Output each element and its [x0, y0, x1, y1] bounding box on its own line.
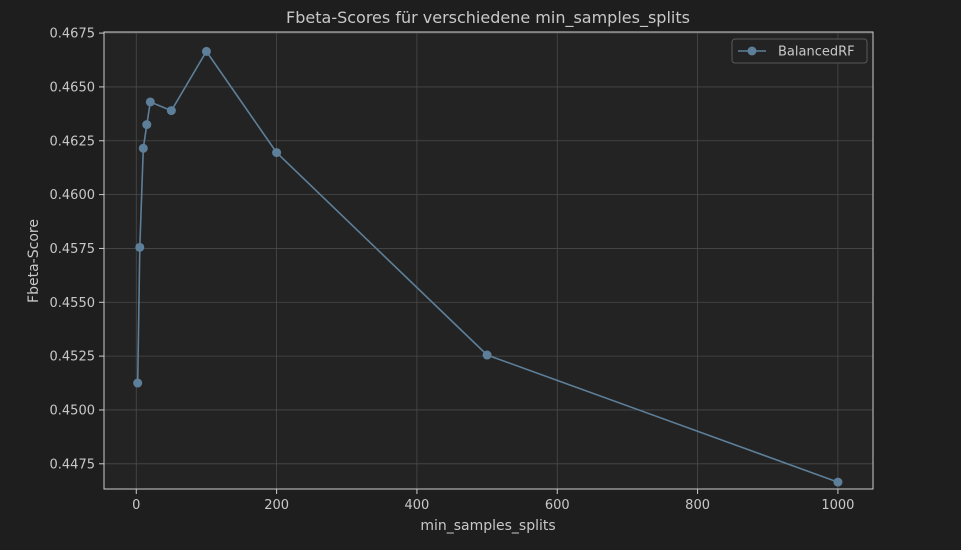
y-tick-label: 0.4650	[50, 80, 96, 95]
x-tick-label: 800	[685, 498, 710, 513]
plot-frame	[103, 31, 874, 490]
data-point	[135, 242, 145, 252]
y-tick-label: 0.4550	[50, 296, 96, 311]
data-point	[833, 477, 843, 487]
x-tick-label: 1000	[821, 498, 854, 513]
data-point	[133, 378, 143, 388]
y-tick-label: 0.4675	[50, 27, 96, 42]
data-point	[142, 120, 152, 130]
chart-title: Fbeta-Scores für verschiedene min_sample…	[286, 8, 690, 28]
x-tick-label: 400	[405, 498, 430, 513]
legend-marker	[747, 46, 757, 56]
y-axis-label: Fbeta-Score	[26, 219, 42, 303]
x-tick-label: 600	[545, 498, 570, 513]
data-point	[482, 350, 492, 360]
series-line-balancedrf	[136, 49, 839, 483]
data-point	[145, 97, 155, 107]
x-tick-label: 200	[264, 498, 289, 513]
x-tick-label: 0	[132, 498, 140, 513]
y-tick-label: 0.4500	[50, 403, 96, 418]
data-point	[201, 46, 211, 56]
y-tick-label: 0.4600	[50, 188, 96, 203]
plot-background	[104, 32, 873, 489]
plot-area: 0 200 400 600 800 1000 0.4475 0.4500 0.4525 0.455…	[50, 27, 874, 513]
legend-label: BalancedRF	[778, 45, 855, 60]
y-tick-label: 0.4475	[50, 457, 96, 472]
y-tick-label: 0.4625	[50, 134, 96, 149]
legend-box	[731, 38, 868, 64]
y-tick-label: 0.4525	[50, 350, 96, 365]
data-point	[272, 148, 282, 158]
data-point	[166, 106, 176, 116]
x-axis-label: min_samples_splits	[420, 518, 555, 534]
data-point	[138, 143, 148, 153]
y-tick-label: 0.4575	[50, 242, 96, 257]
